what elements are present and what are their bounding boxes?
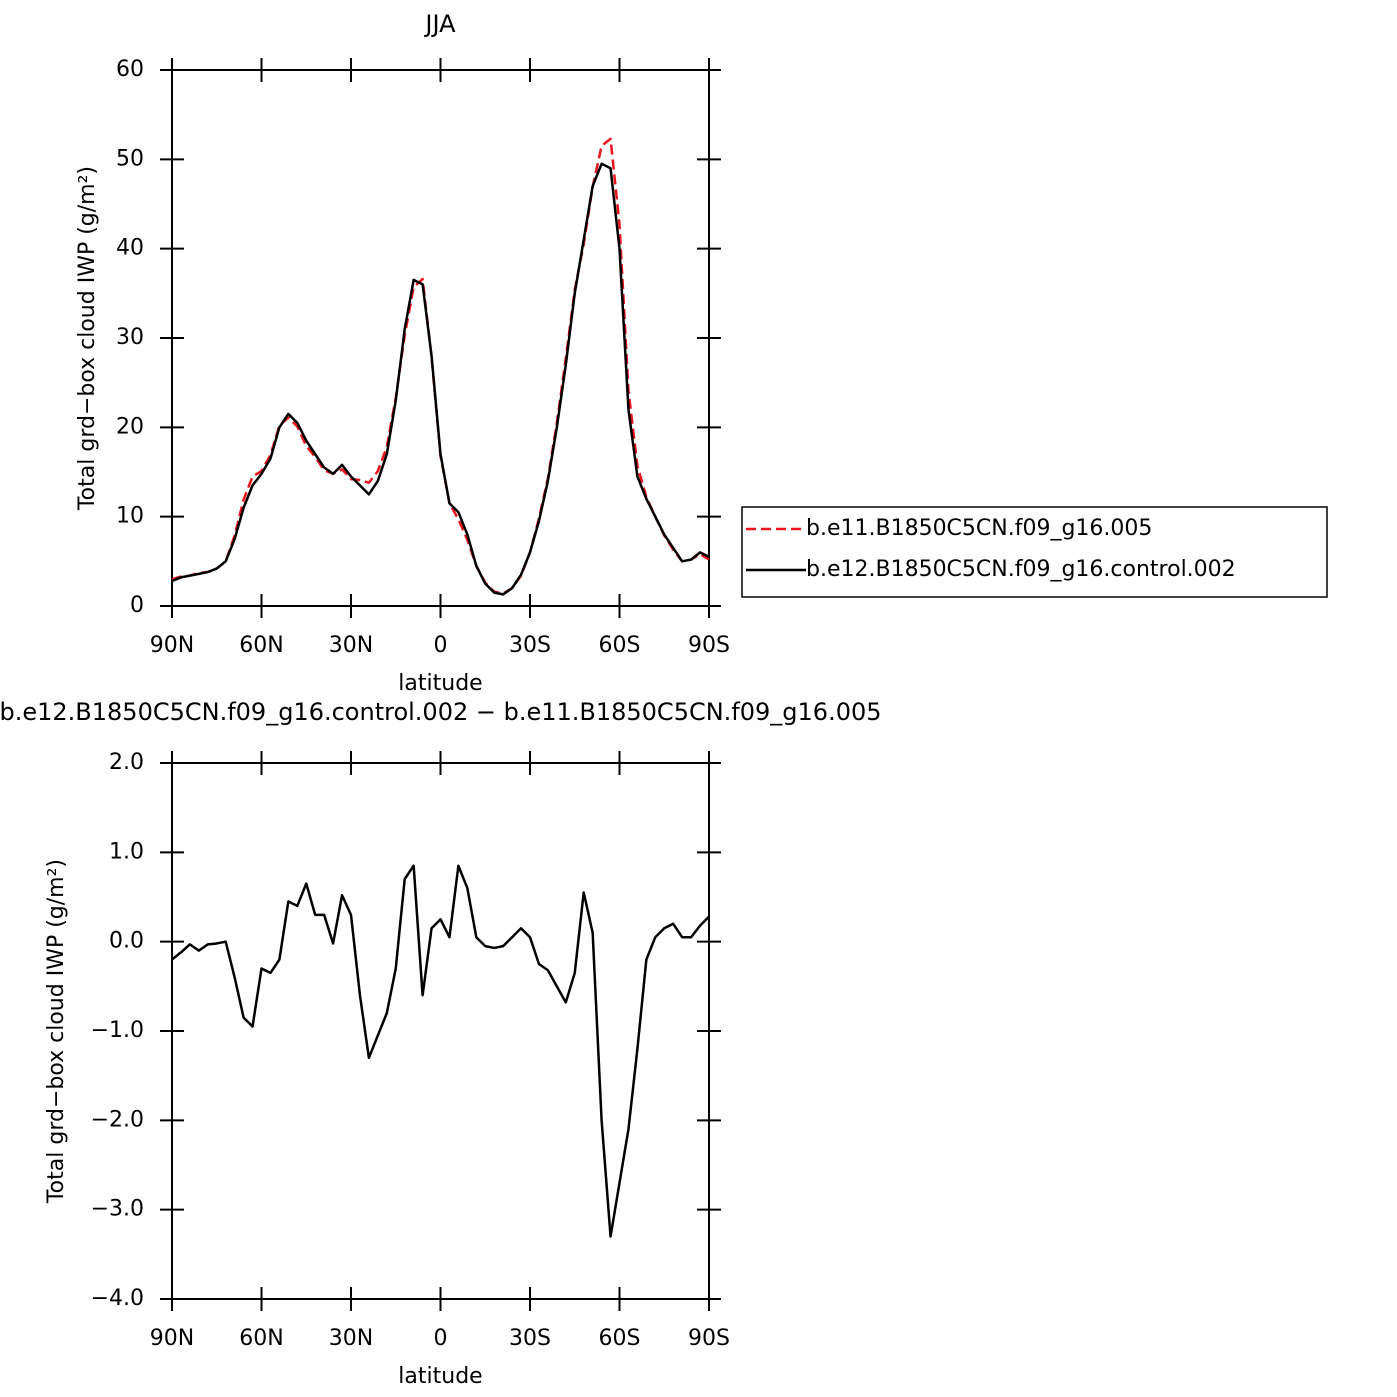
x-tick-label: 60S (599, 1326, 641, 1351)
x-tick-label: 60S (599, 633, 641, 658)
data-line (171, 162, 710, 596)
y-tick-label: 0.0 (109, 929, 144, 954)
y-tick-label: 60 (116, 57, 144, 82)
x-tick-label: 90S (688, 1326, 730, 1351)
x-tick-label: 90N (150, 633, 194, 658)
y-tick-label: 2.0 (109, 750, 144, 775)
x-tick-label: 0 (434, 1326, 448, 1351)
data-line (171, 137, 710, 595)
legend-box (741, 506, 1328, 598)
x-tick-label: 60N (239, 1326, 283, 1351)
x-tick-label: 30S (509, 1326, 551, 1351)
x-axis-label: latitude (398, 1364, 482, 1389)
y-tick-label: −3.0 (91, 1197, 144, 1222)
x-tick-label: 60N (239, 633, 283, 658)
y-tick-label: −4.0 (91, 1286, 144, 1311)
plot-frame (171, 762, 710, 1300)
y-tick-label: −1.0 (91, 1018, 144, 1043)
y-tick-label: 30 (116, 325, 144, 350)
x-tick-label: 30N (329, 1326, 373, 1351)
y-tick-label: −2.0 (91, 1107, 144, 1132)
y-tick-label: 1.0 (109, 839, 144, 864)
y-axis-label: Total grd−box cloud IWP (g/m²) (75, 166, 100, 511)
x-tick-label: 90S (688, 633, 730, 658)
x-axis-label: latitude (398, 671, 482, 696)
y-tick-label: 40 (116, 236, 144, 261)
data-line (171, 864, 710, 1238)
y-tick-label: 0 (130, 593, 144, 618)
chart-title: JJA (423, 10, 456, 38)
x-tick-label: 0 (434, 633, 448, 658)
legend-label: b.e12.B1850C5CN.f09_g16.control.002 (806, 557, 1236, 582)
x-tick-label: 90N (150, 1326, 194, 1351)
y-tick-label: 50 (116, 146, 144, 171)
legend-label: b.e11.B1850C5CN.f09_g16.005 (806, 516, 1152, 541)
chart-title: b.e12.B1850C5CN.f09_g16.control.002 − b.… (0, 698, 882, 726)
y-axis-label: Total grd−box cloud IWP (g/m²) (44, 859, 69, 1204)
y-tick-label: 10 (116, 504, 144, 529)
x-tick-label: 30S (509, 633, 551, 658)
plot-frame (171, 69, 710, 607)
y-tick-label: 20 (116, 414, 144, 439)
x-tick-label: 30N (329, 633, 373, 658)
